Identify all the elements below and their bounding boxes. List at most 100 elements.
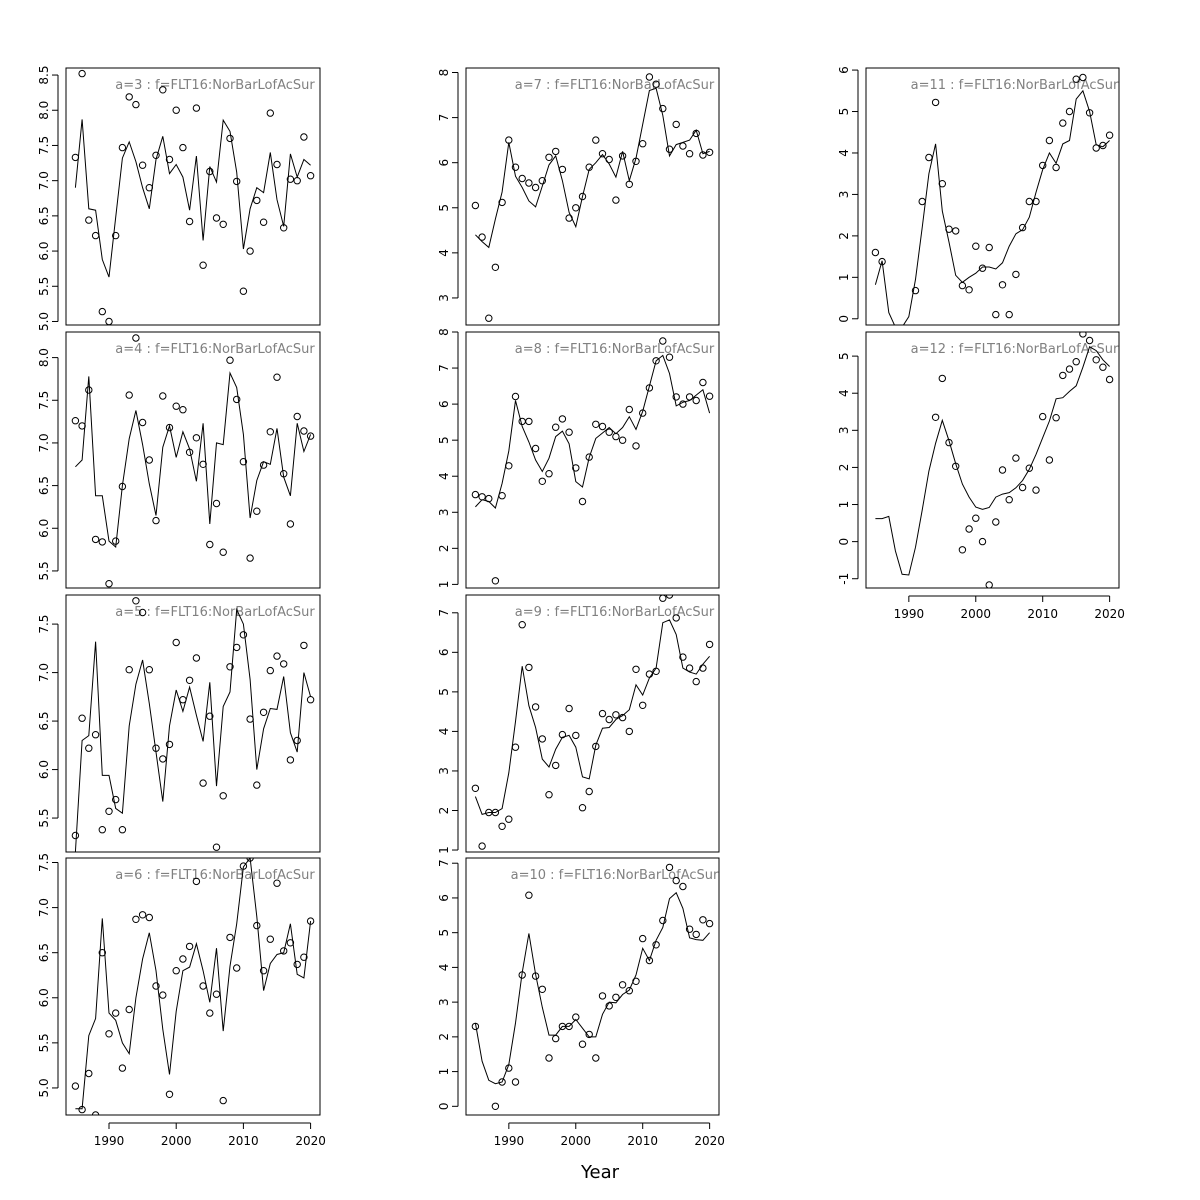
observed-point	[952, 227, 960, 235]
observed-point	[705, 392, 714, 400]
observed-point	[679, 400, 687, 408]
observed-point	[98, 307, 107, 316]
observed-point	[185, 676, 194, 684]
panel-title: a=5 : f=FLT16:NorBarLofAcSur	[115, 605, 315, 620]
y-tick-label: 7.0	[37, 171, 51, 190]
observed-point	[219, 1096, 227, 1105]
observed-point	[219, 220, 227, 229]
observed-point	[1005, 496, 1013, 504]
panel-a10: a=10 : f=FLT16:NorBarLofAcSur 0 1 2 3 4 5 6 7 199…	[437, 857, 725, 1148]
observed-point	[665, 863, 674, 872]
observed-point	[972, 514, 980, 522]
observed-point	[145, 913, 154, 922]
observed-point	[125, 391, 133, 399]
observed-point	[545, 1054, 553, 1062]
y-tick-label: 2	[437, 807, 451, 815]
y-tick-label: 6	[437, 649, 451, 657]
observed-point	[625, 405, 633, 414]
observed-point	[91, 535, 100, 544]
y-tick-label: 2	[437, 545, 451, 553]
observed-point	[306, 432, 315, 440]
y-tick-label: 6	[437, 894, 451, 902]
observed-point	[152, 516, 160, 525]
observed-point	[639, 140, 647, 148]
panel-a5: a=5 : f=FLT16:NorBarLofAcSur 5.5 6.0 6.5 7.0…	[37, 594, 321, 853]
observed-point	[505, 815, 513, 823]
observed-point	[578, 804, 587, 812]
observed-point	[78, 1105, 86, 1114]
observed-point	[632, 977, 640, 985]
x-tick-label: 2020	[694, 1134, 725, 1148]
observed-point	[1052, 414, 1060, 422]
y-tick-label: 6.5	[37, 206, 51, 225]
plot-frame	[465, 594, 720, 853]
observed-point	[199, 261, 207, 269]
observed-point	[871, 248, 880, 257]
observed-point	[705, 640, 714, 649]
observed-point	[545, 791, 553, 799]
panel-title: a=6 : f=FLT16:NorBarLofAcSur	[115, 868, 315, 883]
observed-point	[679, 653, 687, 661]
observed-point	[699, 151, 707, 159]
observed-point	[1072, 358, 1080, 366]
y-tick-label: 7.0	[37, 898, 51, 917]
y-tick-label: 8.5	[37, 65, 51, 84]
observed-point	[1085, 109, 1094, 117]
y-tick-label: 7.0	[37, 433, 51, 452]
observed-point	[132, 915, 140, 923]
panel-title: a=9 : f=FLT16:NorBarLofAcSur	[515, 605, 715, 620]
observed-point	[125, 666, 133, 674]
fitted-line	[874, 89, 1110, 325]
observed-point	[239, 458, 248, 466]
observed-point	[233, 643, 241, 652]
observed-point	[645, 956, 654, 965]
y-tick-label: 3	[837, 426, 851, 434]
observed-point	[978, 264, 987, 272]
y-tick-label: 3	[437, 508, 451, 516]
observed-point	[585, 787, 593, 796]
observed-point	[286, 520, 295, 528]
observed-point	[685, 393, 694, 401]
y-tick-label: 6.5	[37, 943, 51, 962]
observed-point	[485, 494, 493, 503]
observed-point	[878, 257, 886, 266]
observed-point	[71, 831, 80, 840]
observed-point	[280, 470, 288, 478]
observed-point	[605, 155, 613, 164]
observed-point	[945, 438, 953, 447]
observed-point	[246, 247, 254, 255]
plot-frame	[465, 67, 720, 326]
observed-point	[286, 175, 295, 183]
observed-point	[612, 196, 620, 204]
observed-point	[998, 281, 1007, 289]
observed-point	[179, 406, 187, 414]
y-tick-label: 6.0	[37, 988, 51, 1007]
observed-point	[85, 386, 93, 394]
observed-point	[672, 876, 680, 885]
observed-point	[1092, 356, 1100, 364]
observed-point	[192, 434, 201, 442]
x-tick-label: 1990	[494, 1134, 525, 1148]
observed-point	[1105, 375, 1114, 384]
observed-point	[672, 120, 680, 129]
observed-point	[138, 418, 147, 427]
observed-point	[125, 1005, 133, 1014]
x-tick-label: 2000	[161, 1134, 192, 1148]
observed-point	[212, 214, 221, 222]
observed-point	[565, 704, 573, 713]
observed-point	[598, 709, 607, 718]
observed-point	[78, 69, 86, 78]
y-tick-label: 4	[437, 728, 451, 736]
observed-point	[266, 109, 274, 117]
y-tick-label: 0	[837, 538, 851, 546]
observed-point	[266, 666, 274, 675]
observed-point	[565, 214, 573, 222]
observed-point	[518, 971, 526, 979]
fitted-line	[875, 346, 1110, 576]
plot-frame	[865, 67, 1120, 326]
x-axis-label: Year	[580, 1162, 620, 1183]
observed-point	[239, 287, 248, 295]
observed-point	[206, 540, 214, 549]
observed-point	[273, 879, 281, 887]
observed-point	[233, 395, 241, 404]
